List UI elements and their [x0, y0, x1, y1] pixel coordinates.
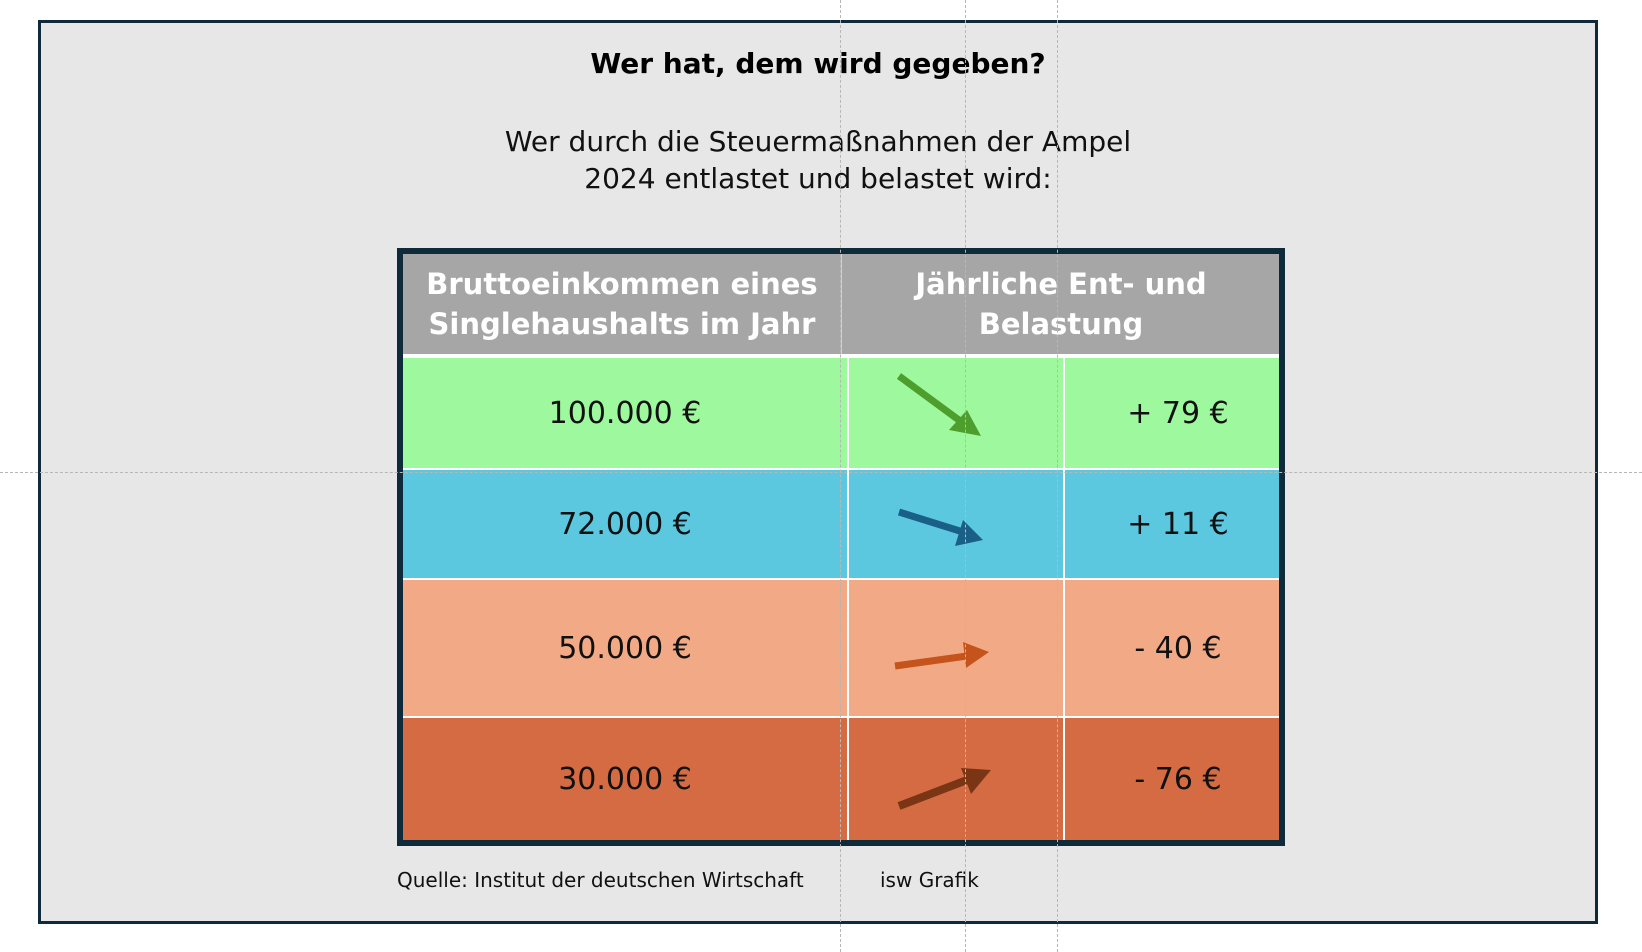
income-value: 100.000 € [548, 395, 702, 431]
arrow-cell [847, 358, 1065, 468]
income-cell: 30.000 € [403, 718, 847, 840]
change-value: + 11 € [1127, 506, 1229, 542]
arrow-cell [847, 580, 1065, 716]
source-note: Quelle: Institut der deutschen Wirtschaf… [397, 868, 804, 892]
change-value: - 40 € [1134, 630, 1222, 666]
change-cell: - 40 € [1063, 580, 1281, 716]
income-value: 50.000 € [558, 630, 692, 666]
change-cell: - 76 € [1063, 718, 1281, 840]
trend-arrow-down-icon [896, 373, 981, 436]
trend-arrow-slight-up-icon [894, 642, 989, 670]
arrow-cell [847, 718, 1065, 840]
tax-relief-table: Bruttoeinkommen eines Singlehaushalts im… [397, 248, 1285, 846]
change-value: + 79 € [1127, 395, 1229, 431]
header-change: Jährliche Ent- und Belastung [841, 254, 1280, 354]
income-cell: 72.000 € [403, 470, 847, 578]
table-row: 50.000 € - 40 € [403, 580, 1279, 716]
subtitle-line-2: 2024 entlastet und belastet wird: [584, 162, 1052, 195]
header-change-line-2: Belastung [978, 307, 1144, 341]
header-income-line-1: Bruttoeinkommen eines [426, 267, 818, 301]
header-income: Bruttoeinkommen eines Singlehaushalts im… [403, 254, 841, 354]
table-row: 30.000 € - 76 € [403, 718, 1279, 840]
slide-subtitle: Wer durch die Steuermaßnahmen der Ampel … [41, 123, 1595, 197]
trend-arrow-slight-down-icon [897, 508, 983, 546]
table-row: 72.000 € + 11 € [403, 470, 1279, 578]
subtitle-line-1: Wer durch die Steuermaßnahmen der Ampel [504, 125, 1132, 158]
slide-title: Wer hat, dem wird gegeben? [590, 47, 1046, 80]
table-row: 100.000 € + 79 € [403, 358, 1279, 468]
change-cell: + 11 € [1063, 470, 1281, 578]
header-change-line-1: Jährliche Ent- und [915, 267, 1207, 301]
income-value: 72.000 € [558, 506, 692, 542]
arrow-cell [847, 470, 1065, 578]
trend-arrow-up-icon [897, 768, 991, 810]
change-cell: + 79 € [1063, 358, 1281, 468]
income-cell: 50.000 € [403, 580, 847, 716]
change-value: - 76 € [1134, 761, 1222, 797]
header-income-line-2: Singlehaushalts im Jahr [428, 307, 816, 341]
table-header: Bruttoeinkommen eines Singlehaushalts im… [403, 254, 1279, 354]
income-cell: 100.000 € [403, 358, 847, 468]
graphic-credit: isw Grafik [880, 868, 979, 892]
income-value: 30.000 € [558, 761, 692, 797]
